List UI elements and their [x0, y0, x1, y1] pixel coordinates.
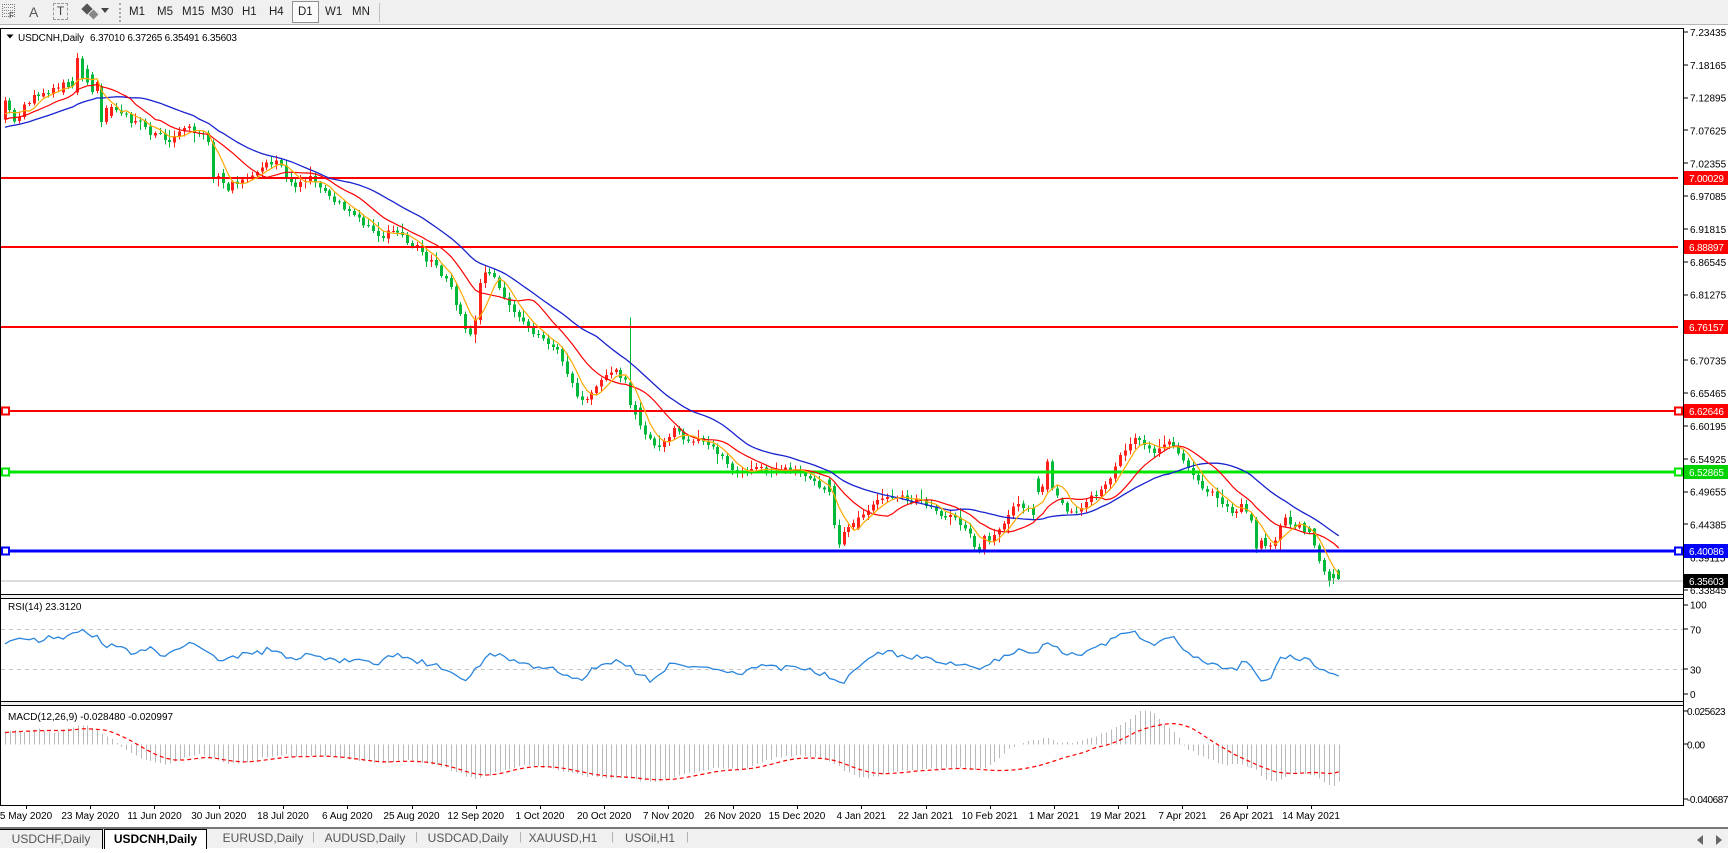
svg-text:23 May 2020: 23 May 2020	[61, 811, 119, 822]
svg-text:6.88897: 6.88897	[1689, 243, 1724, 254]
svg-text:5 May 2020: 5 May 2020	[0, 811, 53, 822]
svg-text:6.49655: 6.49655	[1690, 488, 1727, 499]
svg-text:6.54925: 6.54925	[1690, 455, 1727, 466]
svg-text:6 Aug 2020: 6 Aug 2020	[322, 811, 373, 822]
svg-text:1 Oct 2020: 1 Oct 2020	[516, 811, 565, 822]
svg-text:6.39115: 6.39115	[1690, 553, 1726, 564]
svg-text:12 Sep 2020: 12 Sep 2020	[447, 811, 504, 822]
svg-text:70: 70	[1690, 625, 1702, 636]
svg-text:20 Oct 2020: 20 Oct 2020	[577, 811, 632, 822]
svg-text:15 Dec 2020: 15 Dec 2020	[769, 811, 826, 822]
svg-text:6.44385: 6.44385	[1690, 520, 1727, 531]
svg-text:-0.040687: -0.040687	[1687, 795, 1728, 806]
svg-text:7 Nov 2020: 7 Nov 2020	[643, 811, 695, 822]
svg-text:6.60195: 6.60195	[1690, 422, 1727, 433]
svg-text:6.81275: 6.81275	[1690, 291, 1727, 302]
svg-text:30: 30	[1690, 665, 1702, 676]
svg-text:6.76157: 6.76157	[1689, 323, 1724, 334]
svg-text:MACD(12,26,9) -0.028480 -0.020: MACD(12,26,9) -0.028480 -0.020997	[8, 712, 174, 723]
svg-text:7.07625: 7.07625	[1690, 126, 1727, 137]
svg-text:6.37010 6.37265 6.35491 6.3560: 6.37010 6.37265 6.35491 6.35603	[90, 33, 237, 44]
svg-text:6.62646: 6.62646	[1689, 407, 1724, 418]
svg-text:30 Jun 2020: 30 Jun 2020	[191, 811, 246, 822]
svg-text:19 Mar 2021: 19 Mar 2021	[1090, 811, 1147, 822]
svg-text:11 Jun 2020: 11 Jun 2020	[127, 811, 182, 822]
svg-text:7.12895: 7.12895	[1690, 94, 1727, 105]
svg-text:6.40086: 6.40086	[1689, 547, 1724, 558]
svg-text:0.00: 0.00	[1687, 740, 1706, 751]
svg-text:7.02355: 7.02355	[1690, 159, 1727, 170]
svg-text:0: 0	[1690, 690, 1696, 701]
svg-text:22 Jan 2021: 22 Jan 2021	[898, 811, 953, 822]
svg-text:25 Aug 2020: 25 Aug 2020	[383, 811, 440, 822]
svg-text:18 Jul 2020: 18 Jul 2020	[257, 811, 309, 822]
svg-text:7.23435: 7.23435	[1690, 28, 1727, 39]
svg-text:26 Nov 2020: 26 Nov 2020	[704, 811, 761, 822]
svg-text:4 Jan 2021: 4 Jan 2021	[837, 811, 887, 822]
svg-text:6.86545: 6.86545	[1690, 258, 1727, 269]
svg-text:6.52865: 6.52865	[1689, 468, 1724, 479]
svg-text:14 May 2021: 14 May 2021	[1282, 811, 1340, 822]
svg-text:6.97085: 6.97085	[1690, 192, 1727, 203]
svg-text:10 Feb 2021: 10 Feb 2021	[962, 811, 1019, 822]
svg-text:6.33845: 6.33845	[1690, 586, 1727, 597]
svg-text:RSI(14) 23.3120: RSI(14) 23.3120	[8, 602, 82, 613]
svg-text:100: 100	[1690, 601, 1707, 612]
svg-text:USDCNH,Daily: USDCNH,Daily	[18, 33, 84, 44]
svg-text:6.70735: 6.70735	[1690, 356, 1727, 367]
svg-text:6.65465: 6.65465	[1690, 389, 1727, 400]
svg-text:7.18165: 7.18165	[1690, 61, 1727, 72]
svg-text:1 Mar 2021: 1 Mar 2021	[1029, 811, 1080, 822]
svg-text:7.00029: 7.00029	[1689, 174, 1724, 185]
svg-text:7 Apr 2021: 7 Apr 2021	[1158, 811, 1207, 822]
svg-text:6.91815: 6.91815	[1690, 225, 1727, 236]
svg-text:26 Apr 2021: 26 Apr 2021	[1220, 811, 1274, 822]
svg-text:0.025623: 0.025623	[1687, 707, 1726, 718]
svg-text:6.35603: 6.35603	[1689, 577, 1724, 588]
